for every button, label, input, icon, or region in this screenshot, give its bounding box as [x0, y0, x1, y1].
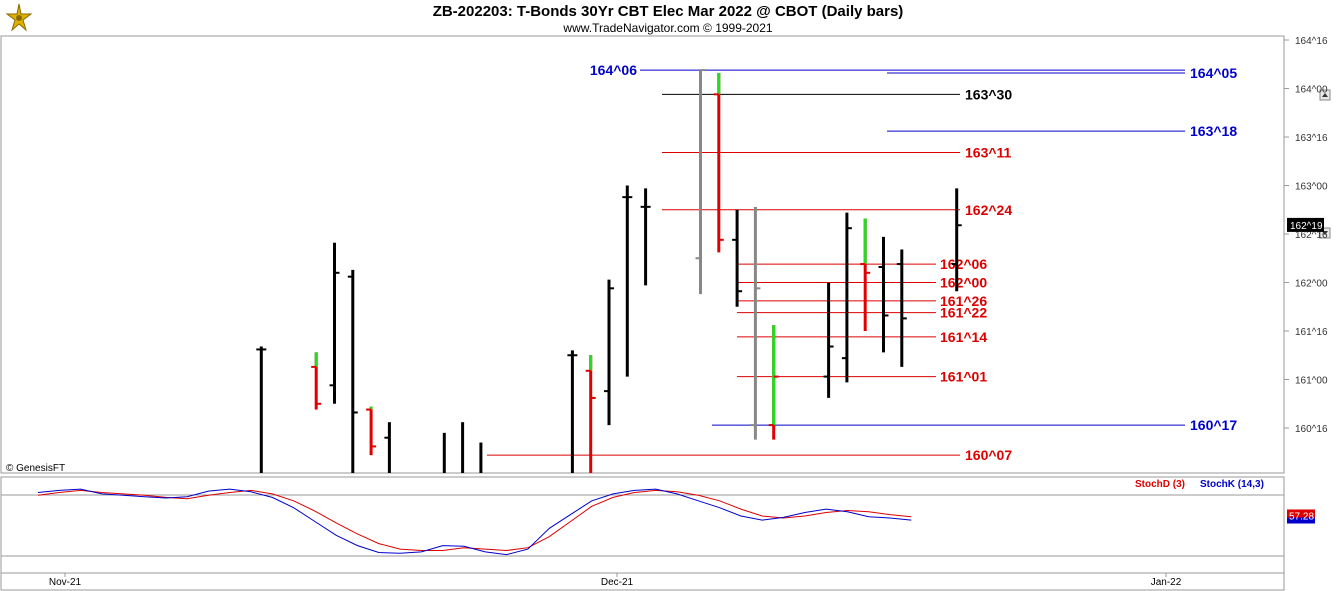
level-label: 163^11 [965, 145, 1012, 161]
time-tick-label: Dec-21 [601, 577, 634, 588]
time-tick-label: Jan-22 [1151, 577, 1182, 588]
level-label: 164^06 [590, 62, 637, 78]
level-label: 161^14 [940, 329, 987, 345]
level-label: 160^07 [965, 447, 1012, 463]
level-lines: 164^06 164^05 163^30 163^18 163^11 162^24 162^… [487, 62, 1237, 463]
level-label: 164^05 [1190, 65, 1237, 81]
price-tick-label: 163^16 [1295, 133, 1328, 144]
chart-subtitle: www.TradeNavigator.com © 1999-2021 [563, 21, 773, 35]
price-tick-label: 164^00 [1295, 85, 1328, 96]
level-label: 162^24 [965, 202, 1012, 218]
current-price-badge [1287, 217, 1324, 232]
price-tick-label: 162^16 [1295, 230, 1328, 241]
price-tick-label: 162^00 [1295, 279, 1328, 290]
current-price-label: 162^19 [1290, 221, 1323, 232]
ohlc-bars [256, 69, 962, 473]
stochK-value-badge [1287, 517, 1315, 524]
stochK-legend: StochK (14,3) [1200, 479, 1264, 490]
price-tick-label: 164^16 [1295, 36, 1328, 47]
stochD-legend: StochD (3) [1135, 479, 1185, 490]
level-label: 161^22 [940, 305, 987, 321]
stochK-line [37, 488, 912, 556]
scroll-up-button[interactable] [1319, 89, 1331, 101]
level-label: 163^18 [1190, 123, 1237, 139]
level-label: 162^06 [940, 256, 987, 272]
price-tick-label: 160^16 [1295, 424, 1328, 435]
price-axis: 164^16 164^00 163^16 163^00 162^16 162^00 161^… [1284, 36, 1328, 435]
level-label: 163^30 [965, 86, 1012, 102]
scroll-down-button[interactable] [1319, 227, 1331, 239]
level-label: 160^17 [1190, 417, 1237, 433]
level-label: 161^01 [940, 369, 987, 385]
chevron-up-icon [1322, 93, 1328, 97]
watermark: © GenesisFT [6, 463, 65, 474]
chart-title: ZB-202203: T-Bonds 30Yr CBT Elec Mar 202… [432, 3, 904, 20]
time-axis-frame [0, 572, 1285, 591]
price-tick-label: 161^16 [1295, 327, 1328, 338]
time-tick-label: Nov-21 [49, 577, 82, 588]
chevron-down-icon [1322, 231, 1328, 235]
stochastic-panel: 57.28 [37, 488, 1315, 556]
chart-header: ZB-202203: T-Bonds 30Yr CBT Elec Mar 202… [0, 0, 1336, 36]
price-tick-label: 161^00 [1295, 376, 1328, 387]
stoch-value-label: 57.28 [1289, 511, 1314, 522]
time-axis: Nov-21 Dec-21 Jan-22 [49, 573, 1182, 588]
trade-navigator-logo-icon [5, 3, 33, 32]
price-tick-label: 163^00 [1295, 182, 1328, 193]
price-panel-frame [0, 35, 1285, 474]
level-label: 162^00 [940, 275, 987, 291]
level-label: 161^26 [940, 293, 987, 309]
stochD-line [37, 489, 912, 552]
